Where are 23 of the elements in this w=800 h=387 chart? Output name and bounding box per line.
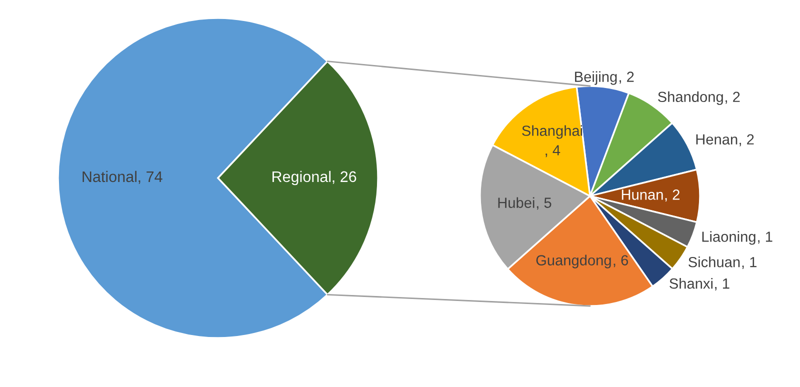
data-label: , 1: [742, 257, 756, 269]
slice-label: Regional: [272, 170, 331, 186]
data-label: , 2: [665, 190, 680, 202]
slice-label: Shanxi: [670, 278, 713, 289]
slice-label: Guangdong: [536, 254, 611, 268]
data-label: , 1: [758, 232, 772, 244]
slice-label: Henan: [696, 134, 738, 145]
slice-label: Hunan: [622, 190, 663, 200]
slice-label: Hubei: [498, 197, 534, 208]
slice-label: National: [82, 170, 136, 182]
data-label: , 2: [620, 72, 634, 84]
slice-label: Beijing: [575, 71, 617, 85]
data-label: , 6: [614, 255, 628, 268]
slice-label: Shandong: [658, 91, 723, 105]
data-label: , 2: [740, 134, 754, 146]
slice-label: Liaoning: [702, 231, 756, 245]
data-label: , 2: [726, 92, 740, 104]
data-label: , 4: [546, 145, 560, 158]
slice-label: Sichuan: [688, 256, 740, 268]
data-label: , 5: [536, 198, 552, 210]
data-label: , 26: [332, 171, 356, 184]
data-label: , 74: [138, 171, 162, 184]
data-label: , 1: [715, 278, 730, 290]
